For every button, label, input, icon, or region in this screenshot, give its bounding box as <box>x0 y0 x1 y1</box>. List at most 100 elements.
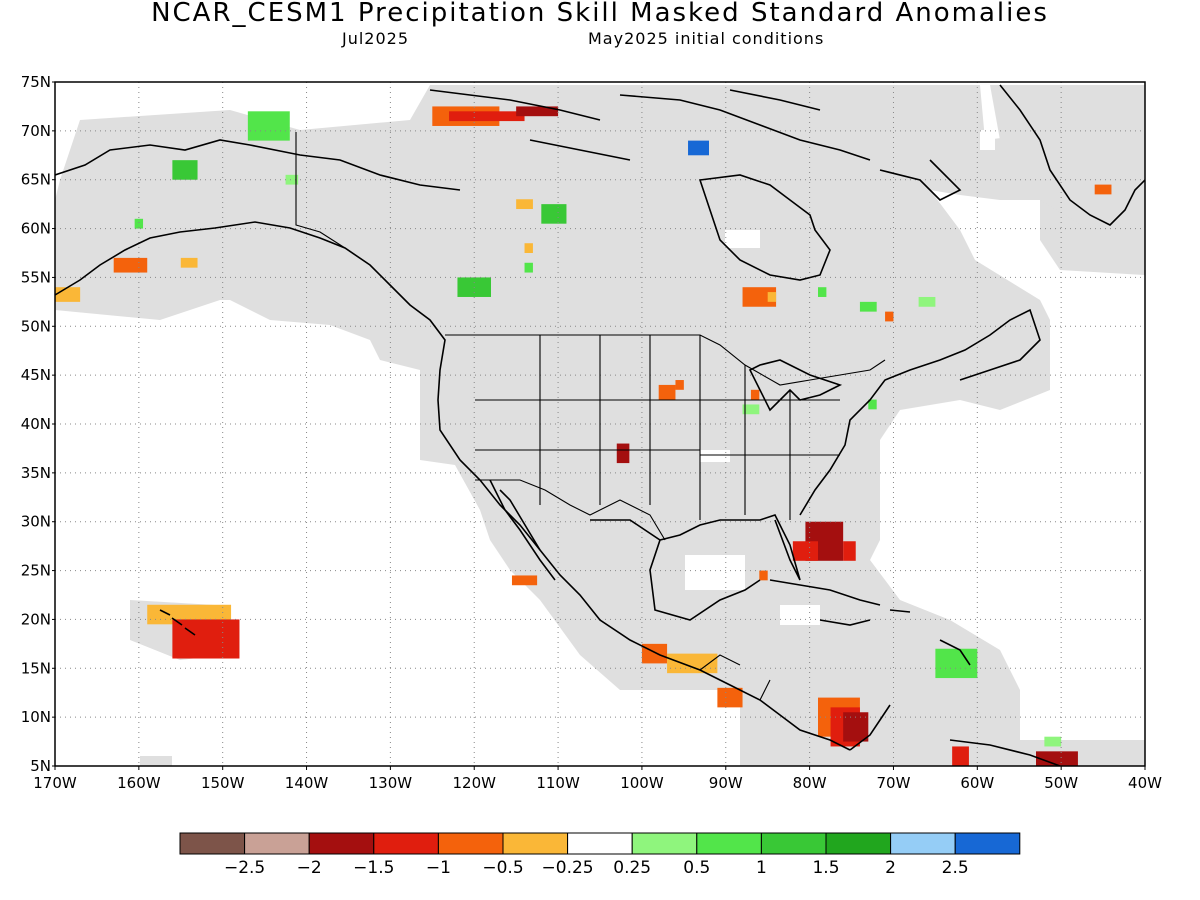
lat-label: 75N <box>21 73 51 91</box>
anomaly-patch <box>285 174 299 185</box>
lon-label: 80W <box>793 774 827 792</box>
lat-label: 35N <box>21 464 51 482</box>
colorbar-label: 0.5 <box>683 858 710 878</box>
anomaly-patch <box>516 106 559 117</box>
anomaly-patch <box>516 199 533 210</box>
colorbar-swatch <box>631 832 698 855</box>
lat-label: 15N <box>21 659 51 677</box>
colorbar-label: −2.5 <box>224 858 265 878</box>
anomaly-patch <box>935 648 978 679</box>
anomaly-patch <box>449 111 525 122</box>
lon-label: 120W <box>452 774 496 792</box>
colorbar-swatch <box>954 832 1021 855</box>
colorbar-label: 1 <box>756 858 767 878</box>
anomaly-patch <box>667 653 718 674</box>
colorbar-swatch <box>437 832 504 855</box>
anomaly-patch <box>172 160 198 180</box>
lon-label: 40W <box>1128 774 1162 792</box>
colorbar-label: 2.5 <box>942 858 969 878</box>
colorbar-swatch <box>373 832 439 855</box>
lon-label: 100W <box>620 774 664 792</box>
anomaly-patch <box>1044 736 1062 747</box>
anomaly-patches <box>55 106 1112 766</box>
anomaly-patch <box>717 687 743 708</box>
latitude-labels: 75N 70N 65N 60N 55N 50N 45N 40N 35N 30N 25N 20N 15N 1… <box>21 73 55 775</box>
colorbar-swatch <box>567 832 633 855</box>
lon-label: 60W <box>960 774 994 792</box>
lon-label: 50W <box>1044 774 1078 792</box>
anomaly-patch <box>55 287 81 302</box>
lon-label: 130W <box>369 774 413 792</box>
lon-label: 70W <box>877 774 911 792</box>
colorbar-swatch <box>244 832 310 855</box>
anomaly-patch <box>742 404 760 415</box>
anomaly-patch <box>616 443 630 464</box>
colorbar-swatch <box>308 832 375 855</box>
lat-label: 40N <box>21 415 51 433</box>
anomaly-patch <box>658 384 676 400</box>
lat-label: 55N <box>21 268 51 286</box>
valid-month-label: Jul2025 <box>342 29 410 48</box>
anomaly-patch <box>885 311 894 322</box>
anomaly-patch <box>180 257 198 268</box>
anomaly-patch <box>113 257 148 273</box>
anomaly-patch <box>1036 751 1078 766</box>
colorbar-swatch <box>760 832 827 855</box>
anomaly-patch <box>524 243 533 253</box>
anomaly-patch <box>511 575 538 586</box>
lat-label: 50N <box>21 317 51 335</box>
colorbar-swatch <box>696 832 762 855</box>
lat-label: 65N <box>21 171 51 189</box>
anomaly-patch <box>818 287 827 297</box>
lon-label: 140W <box>285 774 329 792</box>
lon-label: 170W <box>33 774 77 792</box>
colorbar-label: −2 <box>297 858 322 878</box>
colorbar-label: −1 <box>426 858 451 878</box>
political-borders <box>295 132 886 701</box>
lat-label: 60N <box>21 220 51 238</box>
colorbar-label: −0.25 <box>542 858 594 878</box>
anomaly-patch <box>172 619 240 659</box>
colorbar-swatch <box>825 832 892 855</box>
colorbar-label: −0.5 <box>482 858 523 878</box>
colorbar: −2.5 −2 −1.5 −1 −0.5 −0.25 0.25 0.5 1 1.5 2 2.5 <box>179 832 1021 878</box>
colorbar-label: 1.5 <box>812 858 839 878</box>
lon-label: 160W <box>117 774 161 792</box>
anomaly-patch <box>750 389 760 400</box>
anomaly-patch <box>843 541 856 561</box>
anomaly-patch <box>859 301 877 312</box>
anomaly-patch <box>742 287 777 307</box>
anomaly-patch <box>868 399 877 410</box>
lat-label: 45N <box>21 366 51 384</box>
lat-label: 10N <box>21 708 51 726</box>
map-title: NCAR_CESM1 Precipitation Skill Masked St… <box>151 0 1049 28</box>
anomaly-patch <box>541 204 567 224</box>
init-conditions-label: May2025 initial conditions <box>588 29 825 48</box>
anomaly-patch <box>759 570 768 581</box>
coastlines <box>55 84 1145 766</box>
longitude-labels: 170W 160W 150W 140W 130W 120W 110W 100W 90W 80W 70… <box>33 766 1162 792</box>
anomaly-patch <box>641 643 668 664</box>
anomaly-patch <box>134 218 144 229</box>
lat-label: 30N <box>21 513 51 531</box>
colorbar-swatch <box>890 832 956 855</box>
anomaly-patch <box>524 262 533 273</box>
colorbar-swatch <box>502 832 569 855</box>
anomaly-patch <box>918 296 936 307</box>
lat-label: 20N <box>21 610 51 628</box>
colorbar-swatch <box>179 832 246 855</box>
anomaly-patch <box>792 541 818 561</box>
anomaly-patch <box>952 746 969 766</box>
lon-label: 90W <box>709 774 743 792</box>
lat-label: 70N <box>21 122 51 140</box>
anomaly-patch <box>675 380 684 390</box>
lon-label: 110W <box>536 774 580 792</box>
anomaly-patch <box>688 140 709 156</box>
lat-label: 5N <box>30 757 51 775</box>
colorbar-label: 0.25 <box>613 858 651 878</box>
lat-label: 25N <box>21 562 51 580</box>
lon-label: 150W <box>201 774 245 792</box>
anomaly-patch <box>767 292 777 302</box>
colorbar-label: 2 <box>885 858 896 878</box>
